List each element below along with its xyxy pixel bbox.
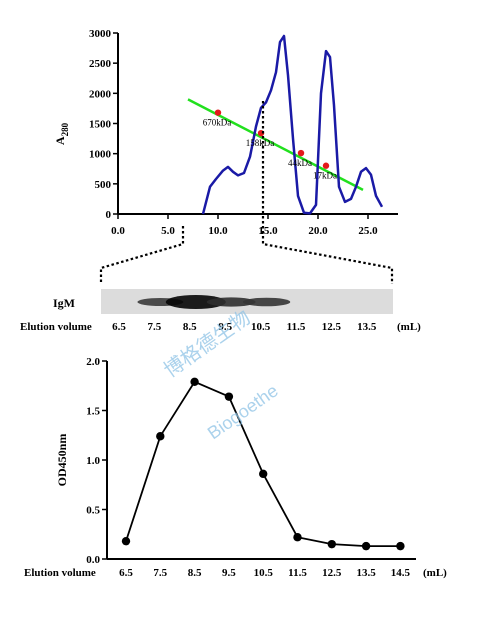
- watermark-chinese: 博格德生物: [160, 306, 255, 382]
- blot-volume-label: 7.5: [148, 321, 162, 333]
- od450-point: [361, 541, 371, 551]
- chromatogram-x-ticks: 0.0 5.0 10.0 15.0 20.0 25.0: [111, 214, 378, 237]
- blot-band: [165, 295, 226, 309]
- x-tick-label: 13.5: [356, 567, 376, 579]
- od450-point: [259, 469, 268, 479]
- x-tick-label: 10.0: [208, 225, 228, 237]
- x-tick-label: 0.0: [111, 225, 125, 237]
- mw-marker-point: [214, 109, 222, 116]
- y-tick-label: 0.0: [86, 554, 100, 566]
- od450-point: [327, 539, 336, 549]
- od450-unit: (mL): [423, 567, 447, 579]
- chromatogram-y-label: A280: [53, 122, 70, 145]
- y-tick-label: 0.5: [86, 505, 100, 517]
- x-tick-label: 20.0: [308, 225, 328, 237]
- x-tick-label: 9.5: [222, 567, 236, 579]
- od450-point: [293, 533, 302, 542]
- mw-marker-label: 44kDa: [288, 158, 312, 168]
- mw-marker-point: [297, 149, 305, 157]
- x-tick-label: 6.5: [119, 567, 133, 579]
- y-tick-label: 1.0: [86, 455, 100, 467]
- od450-point: [190, 377, 199, 386]
- blot-bands: [137, 295, 291, 309]
- mw-marker-label: 158kDa: [246, 138, 275, 148]
- od450-point: [121, 536, 131, 546]
- chromatogram-chart: 0 500 1000 1500 2000 2500 3000 0.0 5.0 10.0 15.0 2…: [53, 28, 398, 237]
- watermark-latin: Biogoethe: [204, 380, 282, 443]
- od450-chart: 0.0 0.5 1.0 1.5 2.0 6.5 7.5 8.5 9.5 10.5 11.5 12.5…: [24, 356, 447, 579]
- mw-marker-label: 670kDa: [203, 118, 232, 128]
- blot-volume-label: 12.5: [322, 321, 342, 333]
- igm-blot: IgM Elution volume 6.5 7.5 8.5 9.5 10.5 11.5 1…: [20, 289, 421, 333]
- od450-y-label: OD450nm: [55, 434, 69, 487]
- mw-marker-point: [322, 162, 330, 169]
- connector-right: [261, 101, 394, 284]
- x-tick-label: 11.5: [288, 567, 307, 579]
- od450-point: [396, 541, 405, 551]
- blot-volume-label: 6.5: [112, 321, 126, 333]
- y-tick-label: 2000: [89, 88, 112, 100]
- blot-band: [206, 297, 256, 307]
- blot-volume-title: Elution volume: [20, 321, 92, 333]
- od450-point: [224, 392, 234, 401]
- mw-marker-label: 17kDa: [313, 171, 337, 181]
- x-tick-label: 12.5: [322, 567, 342, 579]
- x-tick-label: 10.5: [254, 567, 274, 579]
- x-tick-label: 14.5: [391, 567, 411, 579]
- connector-left: [99, 226, 185, 284]
- blot-volume-label: 11.5: [287, 321, 306, 333]
- blot-volume-label: 9.5: [218, 321, 232, 333]
- y-tick-label: 2.0: [86, 356, 100, 368]
- blot-band: [242, 297, 291, 307]
- od450-points: [121, 377, 405, 551]
- x-tick-label: 7.5: [153, 567, 167, 579]
- od450-x-ticks: 6.5 7.5 8.5 9.5 10.5 11.5 12.5 13.5 14.5: [119, 567, 410, 579]
- x-tick-label: 5.0: [161, 225, 175, 237]
- blot-unit: (mL): [397, 321, 421, 333]
- blot-volume-label: 13.5: [357, 321, 377, 333]
- chromatogram-y-ticks: 0 500 1000 1500 2000 2500 3000: [89, 28, 118, 221]
- od450-y-ticks: 0.0 0.5 1.0 1.5 2.0: [86, 356, 107, 566]
- x-tick-label: 15.0: [258, 225, 278, 237]
- od450-point: [156, 432, 165, 441]
- x-tick-label: 8.5: [188, 567, 202, 579]
- blot-volume-labels: 6.5 7.5 8.5 9.5 10.5 11.5 12.5 13.5: [112, 321, 377, 333]
- x-tick-label: 25.0: [358, 225, 378, 237]
- y-tick-label: 1.5: [86, 406, 100, 418]
- od450-x-label: Elution volume: [24, 567, 96, 579]
- blot-volume-label: 10.5: [251, 321, 271, 333]
- absorbance-trace: [201, 34, 384, 215]
- blot-volume-label: 8.5: [183, 321, 197, 333]
- y-tick-label: 1000: [89, 149, 112, 161]
- y-tick-label: 3000: [89, 28, 112, 40]
- blot-label: IgM: [53, 296, 75, 310]
- y-tick-label: 0: [106, 209, 112, 221]
- y-tick-label: 2500: [89, 58, 112, 70]
- y-tick-label: 500: [95, 179, 112, 191]
- y-tick-label: 1500: [89, 119, 112, 131]
